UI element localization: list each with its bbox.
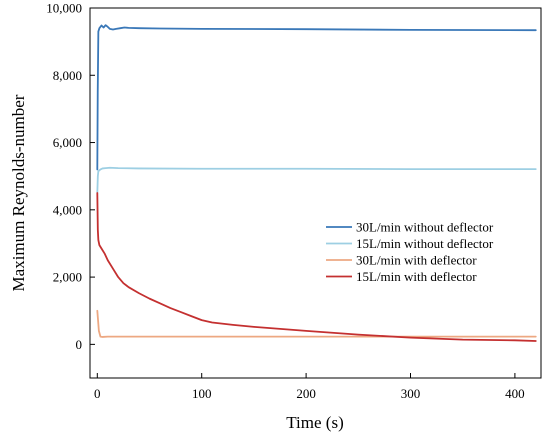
x-axis-title: Time (s)	[286, 413, 343, 432]
series-line-2	[96, 166, 537, 194]
y-tick-label: 10,000	[46, 1, 82, 16]
y-axis-title: Maximum Reynolds-number	[9, 94, 28, 291]
legend-label-1: 30L/min without deflector	[356, 220, 494, 235]
y-tick-label: 4,000	[53, 202, 82, 217]
x-tick-label: 300	[401, 386, 421, 401]
legend-label-2: 15L/min without deflector	[356, 236, 494, 251]
x-tick-label: 400	[505, 386, 525, 401]
series-line-3	[96, 309, 537, 338]
series-line-4	[96, 192, 537, 342]
plot-frame	[89, 7, 542, 379]
y-tick-label: 0	[76, 337, 83, 352]
y-tick-label: 2,000	[53, 270, 82, 285]
x-axis-ticks: 0 100 200 300 400	[94, 373, 525, 401]
series-line-1	[96, 24, 537, 171]
x-tick-label: 0	[94, 386, 101, 401]
legend-label-3: 30L/min with deflector	[356, 253, 477, 268]
legend-label-4: 15L/min with deflector	[356, 269, 477, 284]
x-tick-label: 100	[192, 386, 212, 401]
y-tick-label: 8,000	[53, 68, 82, 83]
y-axis-ticks: 0 2,000 4,000 6,000 8,000 10,000	[46, 1, 95, 352]
y-tick-label: 6,000	[53, 135, 82, 150]
x-tick-label: 200	[296, 386, 316, 401]
series-layer	[96, 24, 537, 342]
